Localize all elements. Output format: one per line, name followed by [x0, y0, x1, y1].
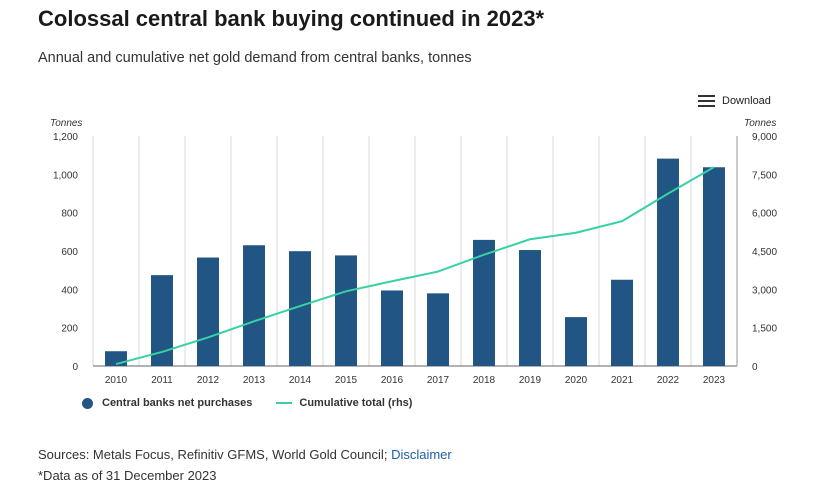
gold-demand-chart: 0 200 400 600 800 1,000 1,200 0 1,500 3,000 4,500 6…: [50, 118, 777, 386]
legend-item-bars[interactable]: Central banks net purchases: [82, 397, 252, 409]
x-tick-label: 2023: [703, 375, 726, 386]
legend-label-bars: Central banks net purchases: [102, 397, 253, 409]
data-date-note: *Data as of 31 December 2023: [38, 468, 217, 483]
x-tick-label: 2021: [611, 375, 634, 386]
y-right-tick-label: 0: [752, 362, 758, 373]
x-tick-label: 2015: [335, 375, 358, 386]
y-right-tick-label: 6,000: [752, 209, 777, 220]
x-tick-label: 2016: [381, 375, 404, 386]
legend-swatch-bars: [82, 397, 93, 409]
y-left-axis-label: Tonnes: [50, 118, 82, 129]
cumulative-line: [115, 166, 715, 365]
y-left-tick-label: 800: [61, 209, 78, 220]
bar: [519, 250, 541, 366]
legend-swatch-line: [276, 402, 293, 404]
y-right-tick-label: 7,500: [752, 170, 777, 181]
legend-label-line: Cumulative total (rhs): [299, 397, 413, 409]
y-left-tick-label: 1,200: [53, 132, 78, 143]
x-tick-label: 2013: [243, 375, 266, 386]
bar: [611, 279, 633, 366]
bar: [565, 317, 587, 366]
x-tick-label: 2010: [105, 375, 128, 386]
legend: Central banks net purchases Cumulative t…: [82, 397, 436, 409]
bar: [703, 167, 725, 366]
bar: [289, 251, 311, 366]
bar: [473, 239, 495, 366]
x-tick-label: 2017: [427, 375, 450, 386]
y-left-tick-label: 400: [61, 285, 78, 296]
y-left-tick-label: 600: [61, 247, 78, 258]
x-tick-label: 2014: [289, 375, 312, 386]
bar: [657, 158, 679, 366]
download-label: Download: [722, 95, 771, 107]
bar: [335, 255, 357, 366]
sources-note: Sources: Metals Focus, Refinitiv GFMS, W…: [38, 447, 452, 462]
bar: [381, 290, 403, 366]
bar: [197, 257, 219, 366]
download-button[interactable]: Download: [698, 95, 771, 107]
bar: [427, 293, 449, 366]
x-tick-label: 2019: [519, 375, 542, 386]
chart-subtitle: Annual and cumulative net gold demand fr…: [38, 50, 472, 66]
x-tick-label: 2020: [565, 375, 588, 386]
y-left-tick-label: 1,000: [53, 170, 78, 181]
y-right-tick-label: 1,500: [752, 324, 777, 335]
chart-title: Colossal central bank buying continued i…: [38, 6, 545, 31]
y-right-axis-label: Tonnes: [744, 118, 776, 129]
y-right-tick-label: 4,500: [752, 247, 777, 258]
x-tick-label: 2011: [151, 375, 173, 386]
sources-text: Sources: Metals Focus, Refinitiv GFMS, W…: [38, 447, 388, 462]
bar: [243, 245, 265, 366]
menu-icon: [698, 95, 715, 107]
disclaimer-link[interactable]: Disclaimer: [391, 447, 452, 462]
x-tick-label: 2012: [197, 375, 220, 386]
x-tick-label: 2018: [473, 375, 496, 386]
y-right-tick-label: 3,000: [752, 285, 777, 296]
y-left-tick-label: 200: [61, 324, 78, 335]
bar: [151, 275, 173, 366]
x-tick-label: 2022: [657, 375, 680, 386]
y-right-tick-label: 9,000: [752, 132, 777, 143]
y-left-tick-label: 0: [72, 362, 78, 373]
legend-item-line[interactable]: Cumulative total (rhs): [276, 397, 412, 409]
